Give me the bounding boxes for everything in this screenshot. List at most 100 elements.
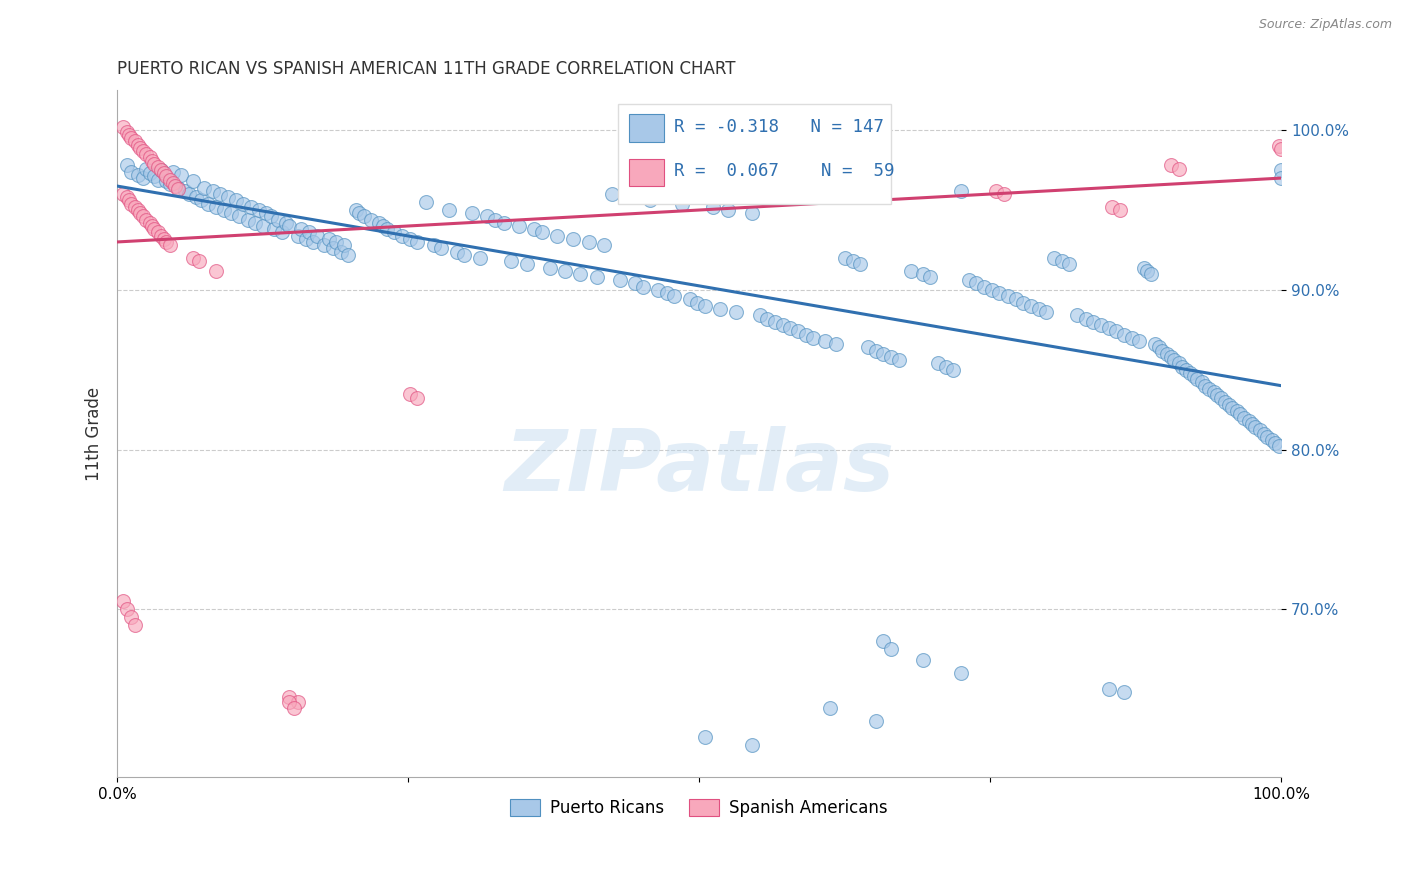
Point <box>318 232 340 246</box>
Point <box>1163 353 1185 368</box>
Text: ZIPatlas: ZIPatlas <box>503 426 894 509</box>
Point <box>671 196 693 211</box>
Point <box>150 163 173 178</box>
Point <box>1270 163 1292 178</box>
Point <box>429 241 451 255</box>
Point <box>1209 392 1232 406</box>
Point <box>1136 263 1159 277</box>
Point <box>872 634 894 648</box>
Point <box>129 206 152 220</box>
Point <box>415 195 437 210</box>
Point <box>349 206 371 220</box>
Point <box>127 168 149 182</box>
Point <box>950 184 973 198</box>
Point <box>865 714 887 728</box>
Text: R =  0.067    N =  59: R = 0.067 N = 59 <box>673 162 894 180</box>
Point <box>353 210 375 224</box>
Point <box>965 277 987 291</box>
Point <box>1167 356 1189 370</box>
Point <box>686 295 709 310</box>
Point <box>1206 388 1229 402</box>
Point <box>1202 385 1225 400</box>
Point <box>139 166 162 180</box>
Point <box>141 153 163 168</box>
Point <box>772 318 794 332</box>
Point <box>111 120 134 134</box>
Point <box>655 286 678 301</box>
Point <box>1226 404 1249 418</box>
Point <box>155 235 177 249</box>
Point <box>165 179 187 194</box>
Point <box>118 128 141 142</box>
Point <box>1156 347 1178 361</box>
Point <box>1270 171 1292 186</box>
Point <box>375 222 398 236</box>
Point <box>818 701 841 715</box>
Point <box>344 202 367 217</box>
Point <box>240 200 263 214</box>
Point <box>1098 681 1121 696</box>
Point <box>162 164 184 178</box>
Point <box>957 273 980 287</box>
Point <box>232 196 254 211</box>
Point <box>633 279 655 293</box>
Point <box>197 196 219 211</box>
Point <box>461 206 484 220</box>
Point <box>159 172 181 186</box>
Point <box>693 299 716 313</box>
Point <box>1249 423 1271 437</box>
Point <box>399 386 422 401</box>
Point <box>1198 382 1220 396</box>
Point <box>391 228 413 243</box>
Point <box>1098 321 1121 335</box>
Point <box>187 254 209 268</box>
Point <box>228 210 250 224</box>
Point <box>135 147 157 161</box>
Point <box>325 235 347 249</box>
Point <box>129 141 152 155</box>
Point <box>1160 158 1182 172</box>
Point <box>1052 254 1074 268</box>
Point <box>935 359 957 374</box>
Point <box>1043 251 1066 265</box>
Point <box>1191 376 1213 390</box>
Point <box>1090 318 1112 332</box>
Point <box>1174 362 1197 376</box>
Point <box>124 200 146 214</box>
Point <box>115 125 138 139</box>
Point <box>298 226 321 240</box>
Point <box>186 190 208 204</box>
Point <box>950 666 973 681</box>
Point <box>801 331 824 345</box>
Point <box>942 362 965 376</box>
Point <box>329 244 352 259</box>
Point <box>1167 161 1189 176</box>
Point <box>1270 142 1292 156</box>
Point <box>616 190 638 204</box>
Point <box>333 238 356 252</box>
Point <box>1144 337 1167 351</box>
Legend: Puerto Ricans, Spanish Americans: Puerto Ricans, Spanish Americans <box>503 792 894 823</box>
Point <box>856 340 879 354</box>
Point <box>624 277 647 291</box>
Point <box>263 222 285 236</box>
Point <box>794 327 817 342</box>
Point <box>179 187 201 202</box>
Point <box>1121 331 1143 345</box>
Point <box>181 251 204 265</box>
Point <box>201 184 224 198</box>
Point <box>834 251 856 265</box>
Point <box>848 257 870 271</box>
Point <box>1019 299 1042 313</box>
Point <box>787 324 810 338</box>
Point <box>301 235 323 249</box>
Point <box>880 350 903 364</box>
Point <box>1261 433 1284 447</box>
Point <box>546 228 568 243</box>
Point <box>120 131 142 145</box>
FancyBboxPatch shape <box>617 104 891 203</box>
Point <box>437 202 460 217</box>
Point <box>406 392 429 406</box>
Point <box>842 254 865 268</box>
Point <box>278 690 301 704</box>
